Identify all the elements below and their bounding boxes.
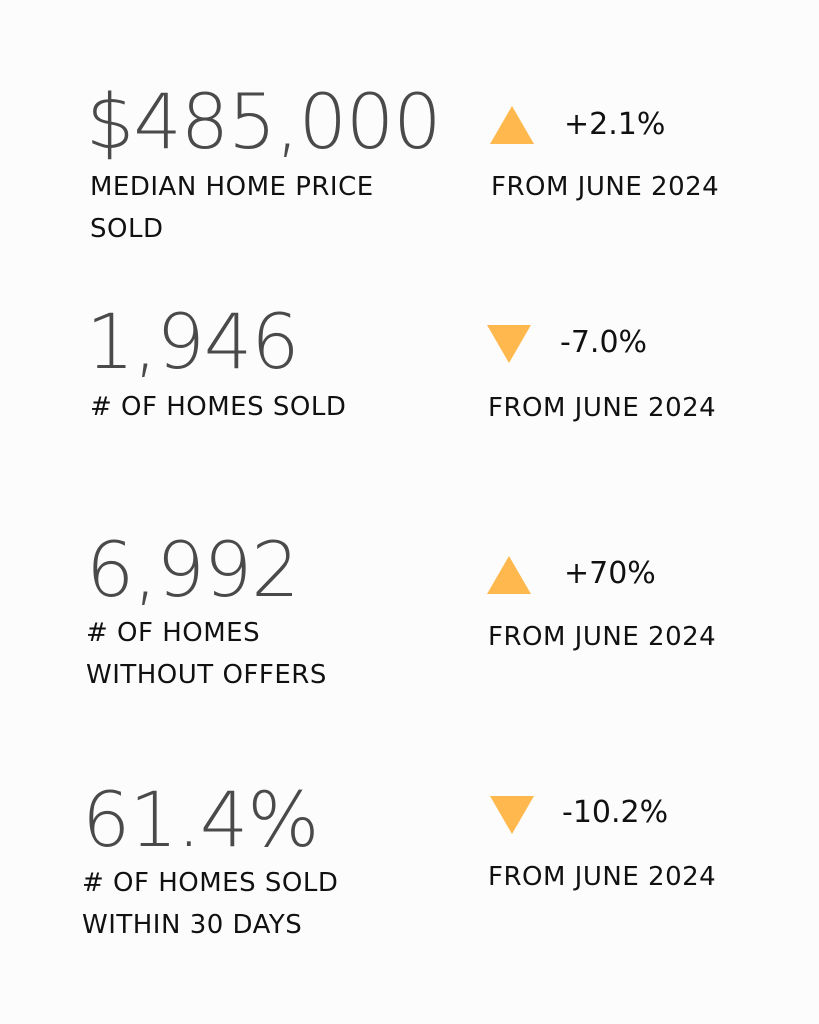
stat-value: 6,992 [86, 525, 300, 614]
stat-label-line: SOLD [90, 214, 164, 244]
stat-label: # OF HOMES WITHOUT OFFERS [86, 612, 327, 696]
stat-label-line: WITHOUT OFFERS [86, 660, 327, 690]
change-percent: +2.1% [564, 107, 666, 142]
stat-label: # OF HOMES SOLD WITHIN 30 DAYS [82, 862, 338, 946]
stat-label-line: WITHIN 30 DAYS [82, 910, 303, 940]
stat-value: 1,946 [86, 297, 300, 386]
stat-value: $485,000 [86, 77, 442, 166]
stat-label-line: # OF HOMES SOLD [90, 392, 347, 422]
triangle-down-icon [490, 796, 534, 834]
change-caption: FROM JUNE 2024 [488, 393, 717, 423]
stat-label-line: # OF HOMES [86, 618, 261, 648]
stat-label-line: MEDIAN HOME PRICE [90, 172, 374, 202]
change-percent: +70% [564, 556, 656, 591]
change-caption: FROM JUNE 2024 [488, 862, 717, 892]
triangle-down-icon [487, 325, 531, 363]
stat-label: # OF HOMES SOLD [90, 386, 346, 428]
change-caption: FROM JUNE 2024 [491, 172, 720, 202]
triangle-up-icon [487, 556, 531, 594]
change-caption: FROM JUNE 2024 [488, 622, 717, 652]
stat-value: 61.4% [82, 775, 319, 864]
change-percent: -10.2% [562, 795, 669, 830]
change-percent: -7.0% [560, 325, 648, 360]
stat-label-line: # OF HOMES SOLD [82, 868, 339, 898]
stat-label: MEDIAN HOME PRICE SOLD [90, 166, 374, 250]
triangle-up-icon [490, 106, 534, 144]
